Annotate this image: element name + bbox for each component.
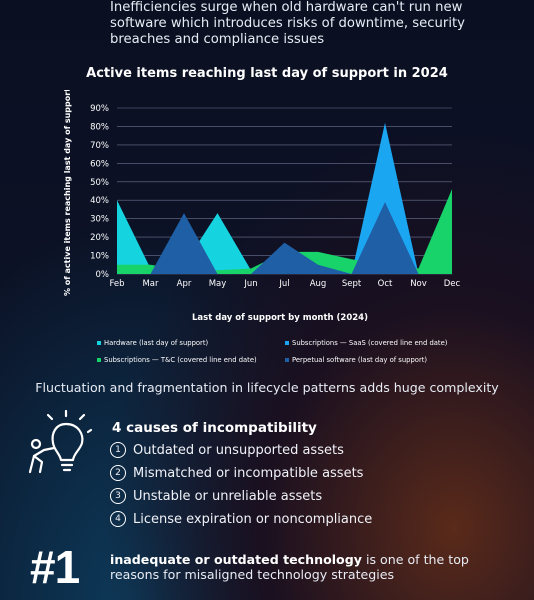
chart-series-areas [117, 122, 452, 274]
y-tick-label: 80% [90, 122, 109, 132]
legend-swatch [97, 358, 101, 362]
legend-swatch [285, 341, 289, 345]
x-tick-label: Sept [342, 279, 362, 289]
cause-item: 3 Unstable or unreliable assets [110, 487, 322, 505]
y-tick-label: 90% [90, 104, 109, 114]
x-tick-label: Jul [278, 279, 289, 289]
intro-text: Inefficiencies surge when old hardware c… [110, 0, 465, 47]
x-tick-label: Aug [310, 279, 327, 289]
y-tick-labels: 0% 10% 20% 30% 40% 50% 60% 70% 80% 90% [90, 104, 109, 280]
cause-number: 3 [110, 488, 126, 504]
stat-number: #1 [30, 541, 80, 593]
legend-swatch [97, 341, 101, 345]
x-axis-label: Last day of support by month (2024) [192, 313, 368, 323]
y-tick-label: 70% [90, 141, 109, 151]
legend-label: Perpetual software (last day of support) [292, 356, 427, 364]
x-tick-labels: Feb Mar Apr May Jun Jul Aug Sept Oct Nov Dec [109, 279, 460, 289]
legend-label: Subscriptions — SaaS (covered line end d… [292, 339, 448, 347]
y-tick-label: 20% [90, 233, 109, 243]
legend-label: Subscriptions — T&C (covered line end da… [104, 356, 257, 364]
x-tick-label: Dec [444, 279, 461, 289]
y-tick-label: 60% [90, 159, 109, 169]
cause-item: 4 License expiration or noncompliance [110, 510, 372, 528]
x-tick-label: Jun [243, 279, 257, 289]
y-tick-label: 10% [90, 252, 109, 262]
y-tick-label: 0% [96, 270, 110, 280]
lightbulb-person-icon [28, 410, 92, 474]
legend-label: Hardware (last day of support) [104, 339, 209, 347]
x-tick-label: Feb [109, 279, 124, 289]
y-axis-label: % of active items reaching last day of s… [63, 90, 72, 296]
cause-number: 1 [110, 442, 126, 458]
x-tick-label: Oct [378, 279, 393, 289]
stat-text: inadequate or outdated technology is one… [110, 552, 520, 582]
cause-number: 4 [110, 511, 126, 527]
series-area-1 [117, 122, 452, 274]
fluctuation-text: Fluctuation and fragmentation in lifecyc… [35, 380, 499, 395]
x-tick-label: Mar [142, 279, 159, 289]
cause-number: 2 [110, 465, 126, 481]
y-tick-label: 50% [90, 178, 109, 188]
cause-text: Outdated or unsupported assets [133, 442, 344, 458]
y-tick-label: 40% [90, 196, 109, 206]
area-chart: 0% 10% 20% 30% 40% 50% 60% 70% 80% 90% Feb Mar Apr M… [63, 90, 461, 364]
causes-title: 4 causes of incompatibility [112, 420, 317, 436]
x-tick-label: Apr [177, 279, 192, 289]
chart-legend: Hardware (last day of support) Subscripti… [97, 339, 448, 364]
stat-rest-text: is one of the top reasons for misaligned… [110, 552, 469, 582]
stat-bold-text: inadequate or outdated technology [110, 552, 362, 567]
cause-text: Mismatched or incompatible assets [133, 465, 364, 481]
chart-title: Active items reaching last day of suppor… [86, 66, 448, 81]
x-tick-label: Nov [410, 279, 427, 289]
cause-text: License expiration or noncompliance [133, 511, 373, 527]
x-tick-label: May [209, 279, 227, 289]
series-area-3 [117, 202, 452, 274]
y-tick-label: 30% [90, 215, 109, 225]
cause-item: 2 Mismatched or incompatible assets [110, 464, 363, 482]
cause-text: Unstable or unreliable assets [133, 488, 323, 504]
legend-swatch [285, 358, 289, 362]
cause-item: 1 Outdated or unsupported assets [110, 441, 344, 459]
